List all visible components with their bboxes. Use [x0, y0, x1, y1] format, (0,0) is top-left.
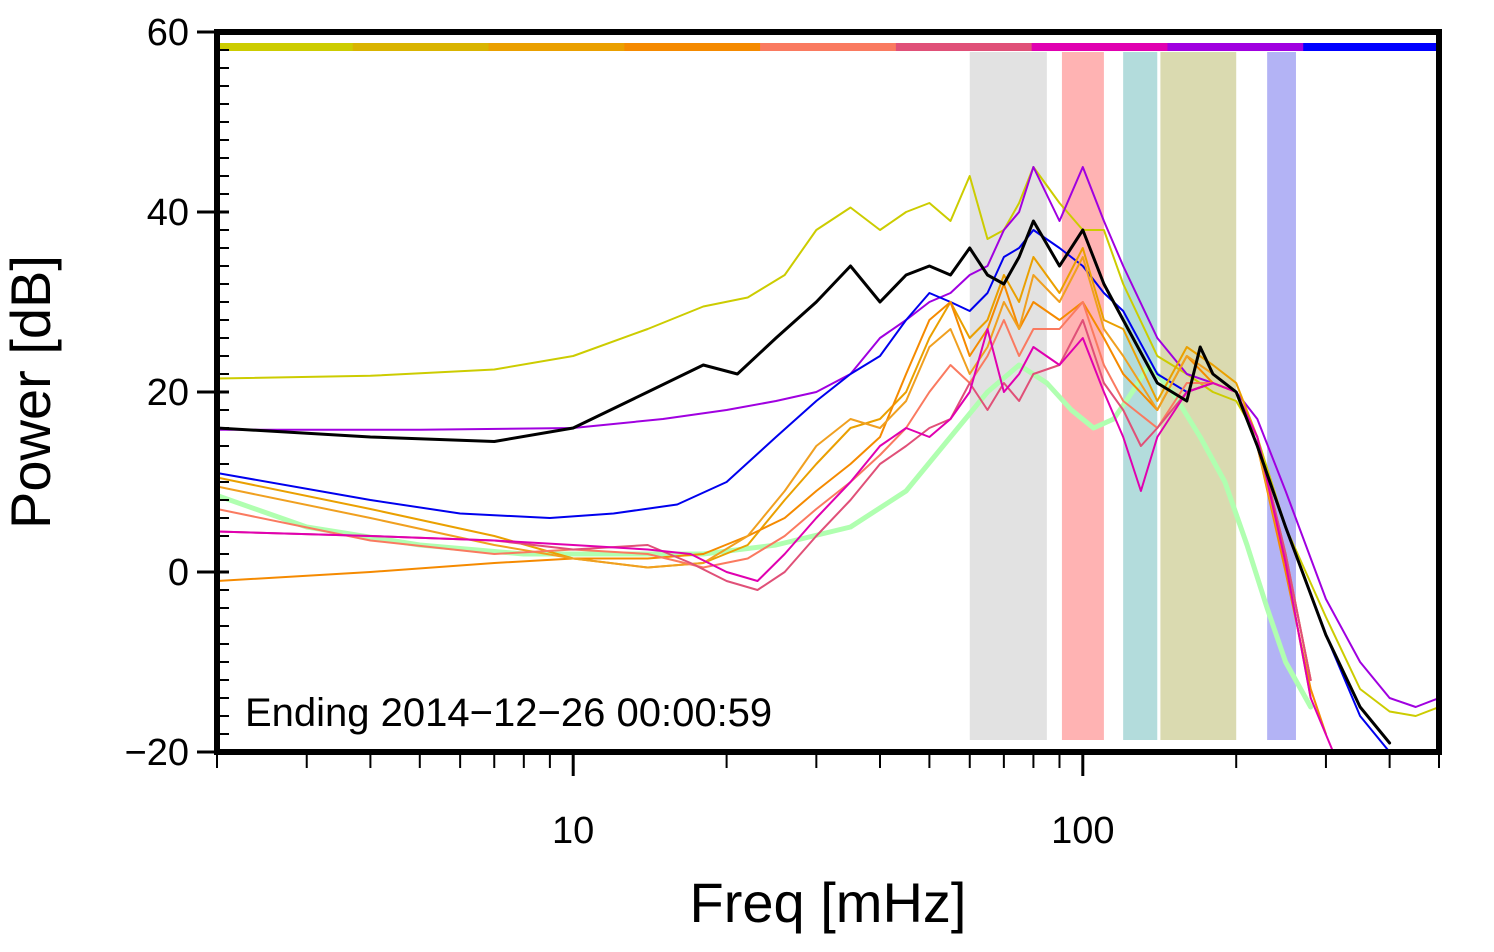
color-bar-segment-8 [1167, 43, 1304, 51]
color-bar-segment-5 [760, 43, 897, 51]
series-trace-magenta [217, 328, 1335, 752]
color-bar-segment-3 [488, 43, 625, 51]
y-axis-ticks: 60 40 20 0 −20 [125, 12, 229, 774]
ending-timestamp: Ending 2014−12−26 00:00:59 [245, 691, 772, 735]
color-bar-segment-7 [1031, 43, 1168, 51]
x-tick-label: 100 [1051, 810, 1114, 852]
color-bar-segment-2 [352, 43, 490, 51]
y-tick-label: 40 [147, 192, 189, 234]
color-bar-segment-9 [1303, 43, 1440, 51]
y-tick-label: 20 [147, 372, 189, 414]
y-tick-label: −20 [125, 732, 189, 774]
y-tick-label: 60 [147, 12, 189, 54]
color-bar-segment-6 [895, 43, 1033, 51]
y-axis-title: Power [dB] [0, 255, 62, 529]
x-tick-label: 10 [552, 810, 594, 852]
plot-frame [214, 29, 1442, 755]
series-reference-low [217, 362, 1314, 710]
series-trace-black [217, 219, 1392, 745]
band-5 [1267, 52, 1296, 740]
top-color-bar [217, 43, 1440, 51]
series-trace-purple [217, 166, 1439, 708]
band-2 [1061, 52, 1104, 740]
color-bar-segment-1 [217, 43, 354, 51]
color-bar-segment-4 [624, 43, 761, 51]
x-axis-title: Freq [mHz] [690, 871, 967, 934]
spectrum-series [217, 166, 1439, 752]
y-tick-label: 0 [168, 552, 189, 594]
